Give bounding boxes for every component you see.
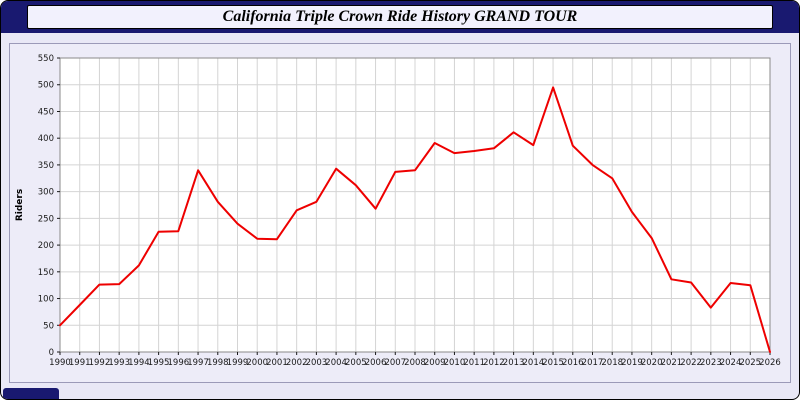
svg-text:250: 250 [38,214,54,224]
chart-card: 0 50 100 150 200 250 300 350 400 450 500 550 1990 199… [9,43,791,383]
svg-text:2026: 2026 [759,358,781,368]
svg-text:2022: 2022 [680,358,702,368]
svg-text:2007: 2007 [384,358,406,368]
svg-text:150: 150 [38,268,54,278]
svg-text:2006: 2006 [365,358,387,368]
svg-text:2018: 2018 [601,358,623,368]
svg-text:1992: 1992 [89,358,111,368]
svg-text:2010: 2010 [444,358,466,368]
svg-text:2004: 2004 [325,358,347,368]
svg-text:2016: 2016 [562,358,584,368]
svg-text:1990: 1990 [49,358,71,368]
svg-text:300: 300 [38,188,54,198]
svg-text:2017: 2017 [582,358,604,368]
svg-text:2012: 2012 [483,358,505,368]
svg-text:2003: 2003 [306,358,328,368]
svg-text:2001: 2001 [266,358,288,368]
page-title: California Triple Crown Ride History GRA… [27,5,773,29]
riders-series-line [59,86,771,353]
svg-text:2023: 2023 [700,358,722,368]
svg-text:1998: 1998 [207,358,229,368]
svg-text:1993: 1993 [108,358,130,368]
svg-text:200: 200 [38,241,54,251]
header-bar: California Triple Crown Ride History GRA… [1,1,799,33]
footer-chip [3,388,59,399]
svg-text:2024: 2024 [720,358,742,368]
ride-history-line-chart: 0501001502002503003504004505005501990199… [15,54,781,368]
svg-text:2000: 2000 [246,358,268,368]
svg-text:2019: 2019 [621,358,643,368]
svg-text:1999: 1999 [227,358,249,368]
y-axis-label: Riders [15,189,25,221]
svg-text:2008: 2008 [404,358,426,368]
svg-text:2021: 2021 [661,358,683,368]
svg-text:2014: 2014 [523,358,545,368]
svg-text:2025: 2025 [739,358,761,368]
svg-text:2011: 2011 [463,358,485,368]
svg-text:550: 550 [38,54,54,64]
svg-text:1995: 1995 [148,358,170,368]
svg-text:2005: 2005 [345,358,367,368]
svg-text:2015: 2015 [542,358,564,368]
svg-text:1996: 1996 [168,358,190,368]
svg-text:500: 500 [38,81,54,91]
svg-text:2020: 2020 [641,358,663,368]
svg-text:0: 0 [49,348,54,358]
svg-text:1991: 1991 [69,358,91,368]
svg-text:1997: 1997 [187,358,209,368]
svg-text:100: 100 [38,295,54,305]
svg-text:350: 350 [38,161,54,171]
svg-text:2009: 2009 [424,358,446,368]
svg-text:2013: 2013 [503,358,525,368]
svg-text:50: 50 [43,321,54,331]
svg-text:400: 400 [38,134,54,144]
svg-text:450: 450 [38,107,54,117]
svg-text:2002: 2002 [286,358,308,368]
svg-text:1994: 1994 [128,358,150,368]
